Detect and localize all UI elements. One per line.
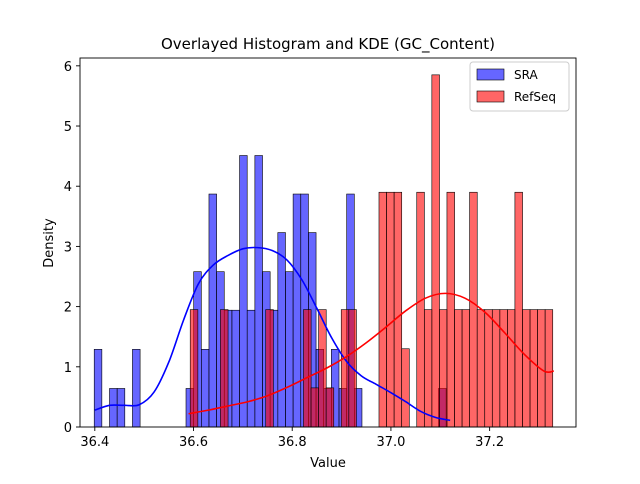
- bar-sra-5: [132, 349, 141, 428]
- bar-refseq-0: [189, 309, 199, 428]
- bar-sra-2: [109, 388, 118, 428]
- x-tick-label-4: 37.2: [475, 435, 504, 450]
- bar-sra-19: [239, 155, 248, 428]
- y-tick-label-3: 3: [64, 240, 72, 255]
- bar-sra-21: [254, 155, 263, 428]
- bar-refseq-34: [446, 191, 455, 428]
- bar-refseq-18: [325, 387, 335, 428]
- bar-refseq-44: [522, 309, 531, 428]
- bar-sra-14: [201, 349, 210, 428]
- bar-refseq-45: [529, 309, 538, 428]
- bar-refseq-16: [310, 387, 319, 428]
- chart-title: Overlayed Histogram and KDE (GC_Content): [161, 35, 495, 54]
- bar-refseq-38: [476, 309, 486, 428]
- y-tick-label-0: 0: [64, 421, 72, 436]
- y-tick-label-2: 2: [64, 301, 72, 316]
- legend-label-sra: SRA: [514, 68, 538, 82]
- bar-sra-20: [246, 309, 256, 428]
- bar-sra-25: [285, 271, 294, 428]
- bar-refseq-31: [423, 309, 433, 428]
- bar-refseq-42: [507, 309, 516, 428]
- bar-refseq-15: [303, 309, 312, 428]
- kde-line-sra: [94, 246, 451, 422]
- bar-sra-18: [231, 309, 240, 428]
- bar-refseq-30: [416, 191, 425, 428]
- plot-area: 36.4 36.6 36.8 37.0 37.2 0 1 2 3 4 5 6: [64, 57, 577, 450]
- kde-line-refseq: [188, 292, 554, 415]
- bar-refseq-27: [393, 191, 403, 428]
- bar-refseq-10: [265, 309, 274, 428]
- legend: SRA RefSeq: [469, 61, 570, 112]
- bar-refseq-32: [431, 74, 440, 428]
- axes-frame: [79, 57, 577, 428]
- bar-refseq-39: [484, 309, 493, 428]
- x-axis-label: Value: [310, 456, 346, 471]
- y-axis-label: Density: [42, 218, 57, 268]
- y-tick-label-1: 1: [64, 361, 72, 376]
- x-tick-label-2: 36.8: [278, 435, 307, 450]
- bar-sra-0: [93, 349, 103, 428]
- bar-refseq-33: [439, 309, 448, 428]
- y-tick-label-6: 6: [64, 60, 72, 75]
- legend-swatch-refseq: [476, 90, 505, 103]
- bar-sra-15: [208, 193, 217, 428]
- bar-sra-26: [292, 193, 302, 428]
- bar-refseq-47: [544, 309, 554, 428]
- bar-sra-24: [277, 232, 286, 428]
- x-tick-label-0: 36.4: [80, 435, 109, 450]
- bar-refseq-36: [461, 309, 470, 428]
- bar-refseq-28: [401, 348, 410, 428]
- bar-refseq-20: [340, 309, 350, 428]
- y-tick-label-5: 5: [64, 120, 72, 135]
- bar-sra-3: [116, 388, 126, 428]
- bar-refseq-41: [499, 309, 508, 428]
- bar-refseq-35: [454, 309, 463, 428]
- legend-label-refseq: RefSeq: [514, 90, 556, 104]
- x-tick-label-1: 36.6: [179, 435, 208, 450]
- bar-refseq-43: [514, 191, 523, 428]
- bar-refseq-4: [220, 309, 229, 428]
- legend-swatch-sra: [476, 68, 505, 81]
- bar-refseq-25: [378, 191, 387, 428]
- x-tick-label-3: 37.0: [376, 435, 405, 450]
- y-tick-label-4: 4: [64, 180, 72, 195]
- bar-refseq-37: [469, 191, 478, 428]
